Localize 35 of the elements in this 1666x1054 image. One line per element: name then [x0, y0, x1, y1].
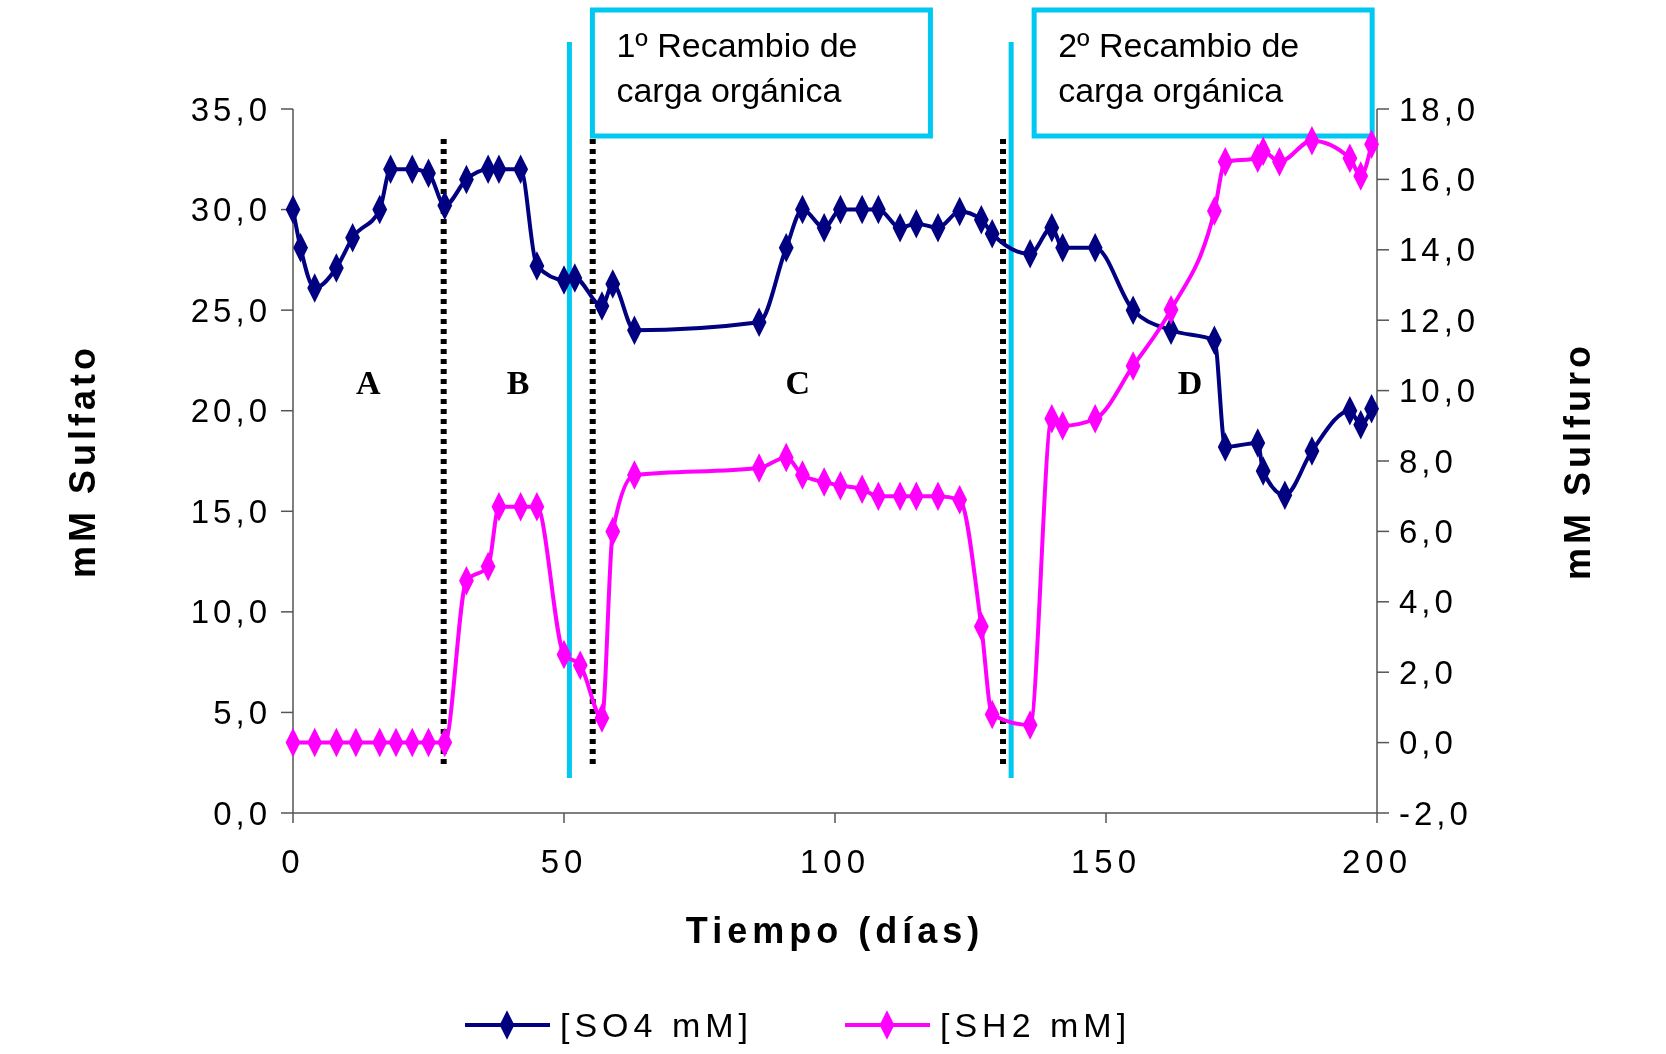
- legend-label: [SO4 mM]: [560, 1005, 754, 1044]
- y2-tick-label: 12,0: [1399, 301, 1480, 339]
- y2-tick-label: 0,0: [1399, 724, 1457, 762]
- annotation: D: [1177, 364, 1203, 401]
- ref-line-label: 2º Recambio de carga orgánica: [1058, 26, 1300, 109]
- y-tick-label: 15,0: [190, 492, 271, 530]
- y-axis-title: mM Sulfato: [62, 344, 103, 578]
- y2-tick-label: 18,0: [1399, 90, 1480, 128]
- x-tick-label: 150: [1070, 843, 1142, 880]
- y-tick-label: 5,0: [213, 693, 271, 731]
- annotation: A: [356, 364, 382, 401]
- annotation: C: [785, 364, 811, 401]
- y2-tick-label: 10,0: [1399, 372, 1480, 410]
- y-tick-label: 35,0: [190, 90, 271, 128]
- y2-tick-label: 6,0: [1399, 512, 1457, 550]
- x-tick-label: 50: [540, 843, 588, 880]
- x-axis-title: Tiempo (días): [685, 910, 985, 951]
- x-tick-label: 200: [1341, 843, 1413, 880]
- x-tick-label: 0: [281, 843, 305, 880]
- ref-line-label: 1º Recambio de carga orgánica: [616, 26, 858, 109]
- y-tick-label: 0,0: [213, 794, 271, 832]
- y-tick-label: 10,0: [190, 593, 271, 631]
- y2-tick-label: 14,0: [1399, 231, 1480, 269]
- y2-tick-label: 8,0: [1399, 442, 1457, 480]
- legend-label: [SH2 mM]: [940, 1005, 1132, 1044]
- y2-tick-label: 16,0: [1399, 160, 1480, 198]
- y-tick-label: 25,0: [190, 291, 271, 329]
- x-tick-label: 100: [799, 843, 871, 880]
- y2-axis-title: mM Sulfuro: [1557, 342, 1598, 580]
- y-tick-label: 30,0: [190, 191, 271, 229]
- y2-tick-label: 2,0: [1399, 653, 1457, 691]
- y2-tick-label: -2,0: [1399, 794, 1472, 832]
- y-tick-label: 20,0: [190, 392, 271, 430]
- annotation: B: [506, 364, 530, 401]
- y2-tick-label: 4,0: [1399, 583, 1457, 621]
